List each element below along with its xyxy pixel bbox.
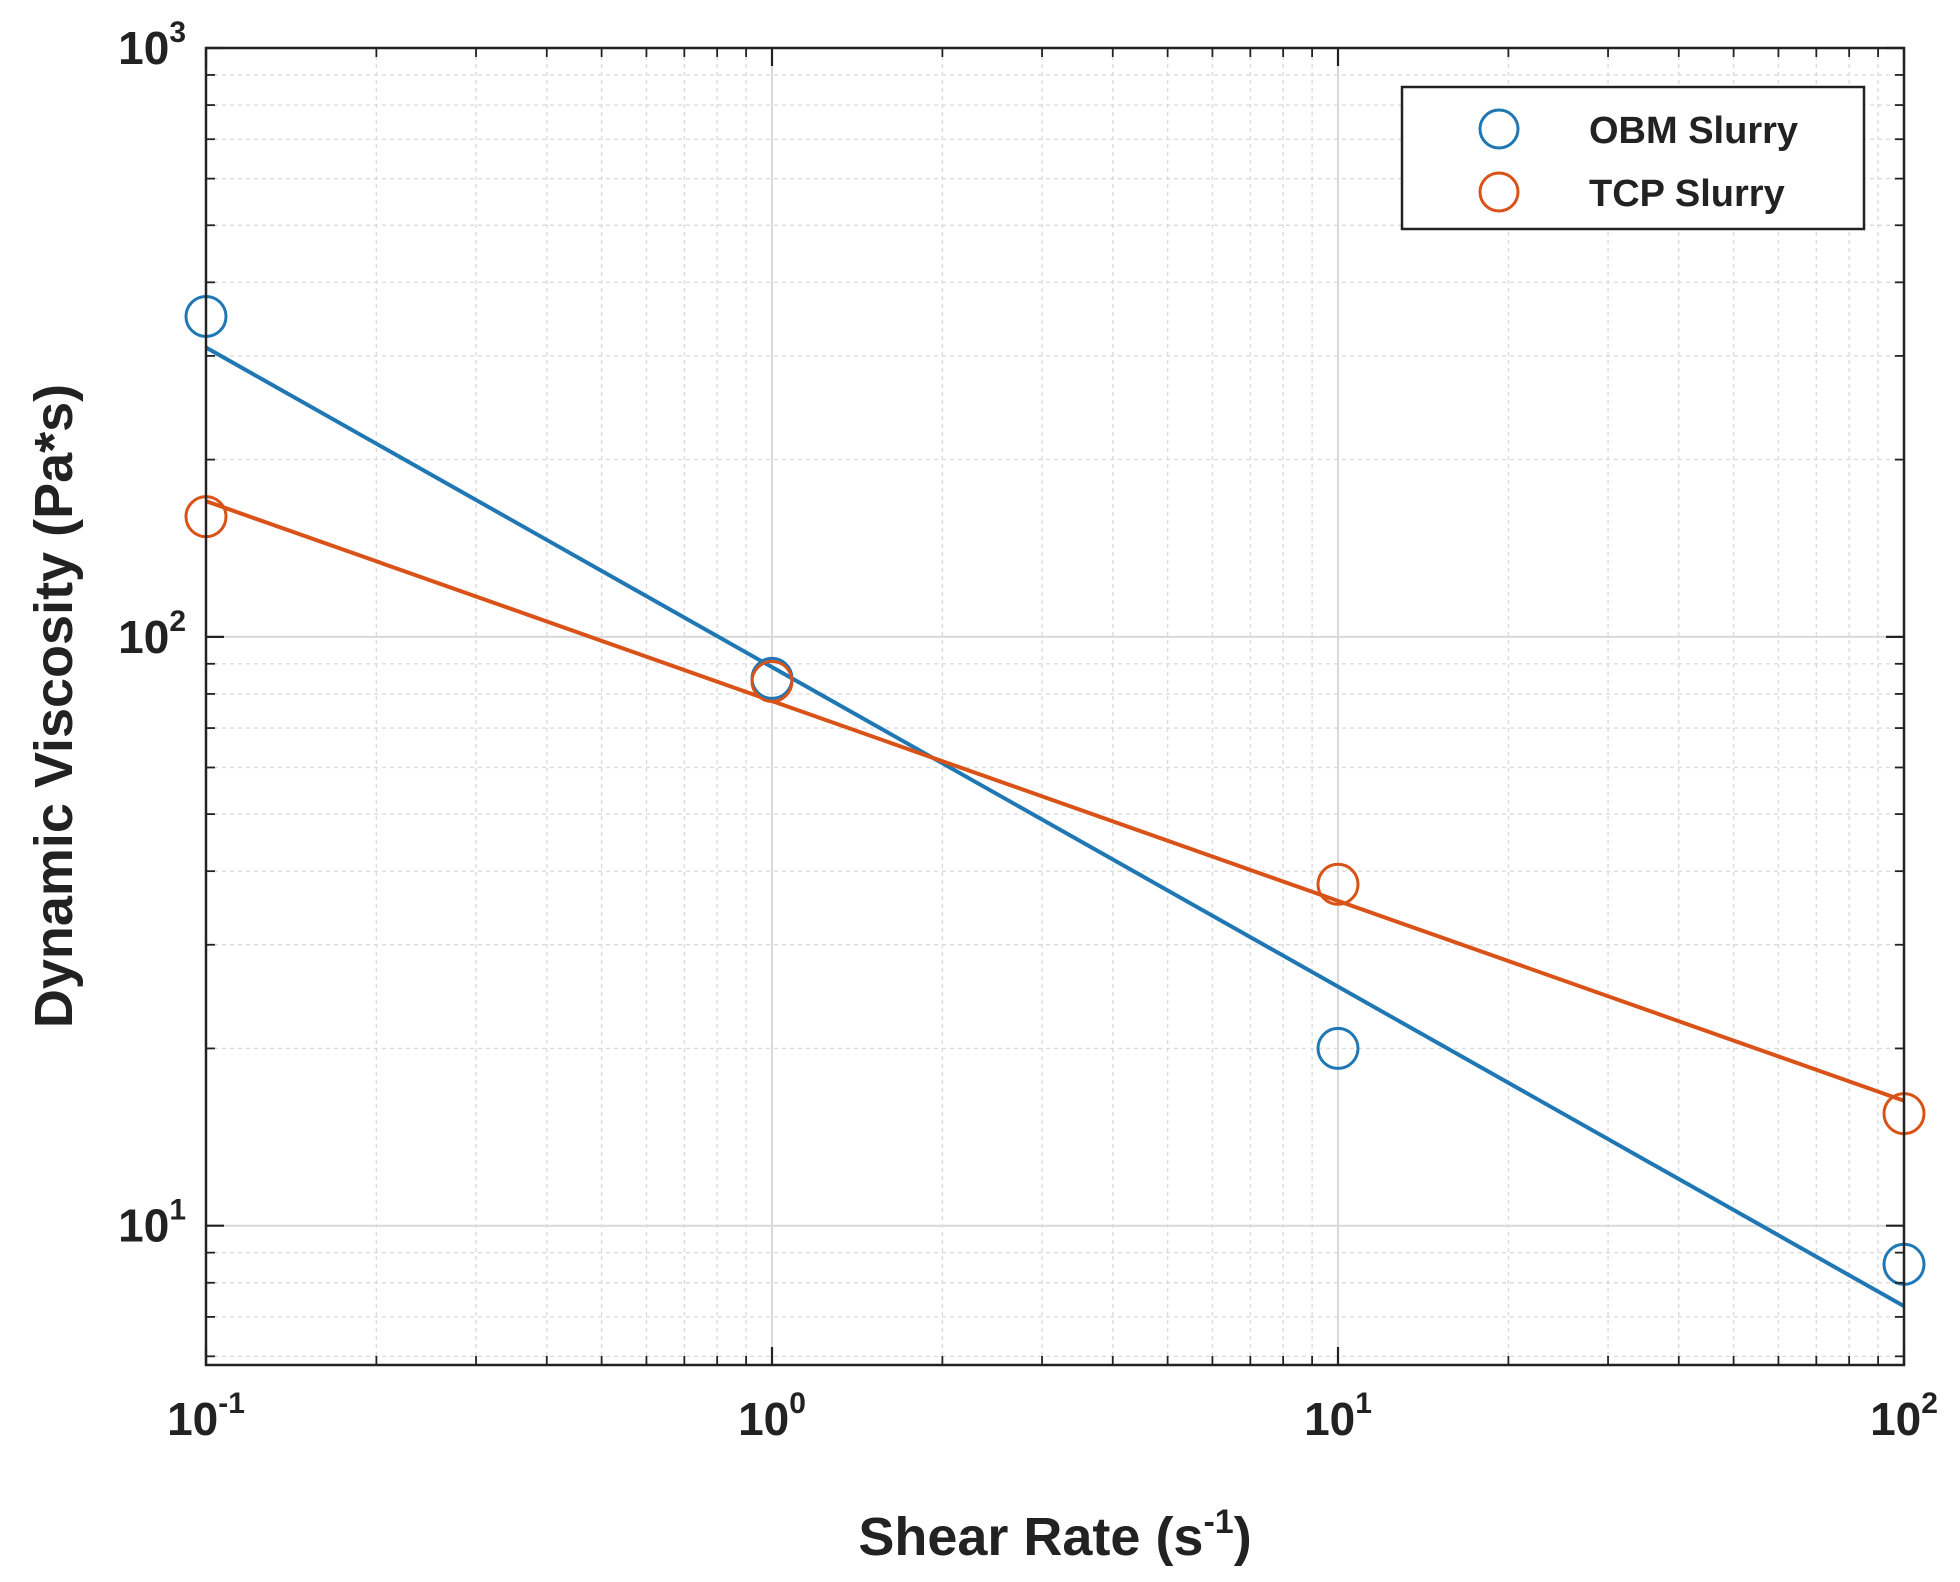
x-axis-title: Shear Rate (s-1) [858,1503,1251,1567]
tcp-fit-line [205,499,1905,1103]
tcp-data-point [750,659,794,703]
y-tick-label: 103 [118,16,186,74]
tcp-data-point [1316,862,1360,906]
obm-fit-line [205,345,1905,1308]
x-tick-base: 10 [738,1393,789,1445]
x-tick-exponent: 1 [1355,1387,1372,1420]
y-tick-base: 10 [118,1200,169,1252]
y-tick-exponent: 1 [169,1194,186,1227]
x-tick-exponent: -1 [218,1387,245,1420]
legend-marker-obm [1478,108,1520,150]
x-tick-exponent: 2 [1921,1387,1938,1420]
legend-label-obm: OBM Slurry [1589,110,1798,152]
y-axis-title: Dynamic Viscosity (Pa*s) [24,384,84,1028]
x-axis-title-main: Shear Rate (s [858,1507,1203,1567]
y-tick-label: 101 [118,1194,186,1252]
plot-background [206,48,1904,1365]
x-tick-label: 10-1 [167,1387,245,1445]
legend-box [1400,85,1866,231]
x-tick-base: 10 [1304,1393,1355,1445]
legend: OBM Slurry TCP Slurry [1400,85,1866,231]
x-axis-title-exponent: -1 [1203,1503,1233,1541]
x-tick-label: 102 [1870,1387,1938,1445]
x-tick-label: 100 [738,1387,806,1445]
plot-frame [204,46,1906,1367]
y-tick-exponent: 2 [169,605,186,638]
legend-marker-tcp [1478,171,1520,213]
x-tick-exponent: 0 [789,1387,806,1420]
y-tick-label: 102 [118,605,186,663]
x-tick-base: 10 [167,1393,218,1445]
legend-label-tcp: TCP Slurry [1589,173,1785,215]
fit-lines [205,345,1905,1308]
y-tick-base: 10 [118,22,169,74]
x-tick-base: 10 [1870,1393,1921,1445]
y-tick-exponent: 3 [169,16,186,49]
y-tick-base: 10 [118,611,169,663]
x-axis-title-suffix: ) [1234,1507,1252,1567]
legend-entries: OBM Slurry TCP Slurry [1478,108,1798,215]
minor-grid [206,48,1904,1365]
x-tick-label: 101 [1304,1387,1372,1445]
obm-data-point [1316,1026,1360,1070]
